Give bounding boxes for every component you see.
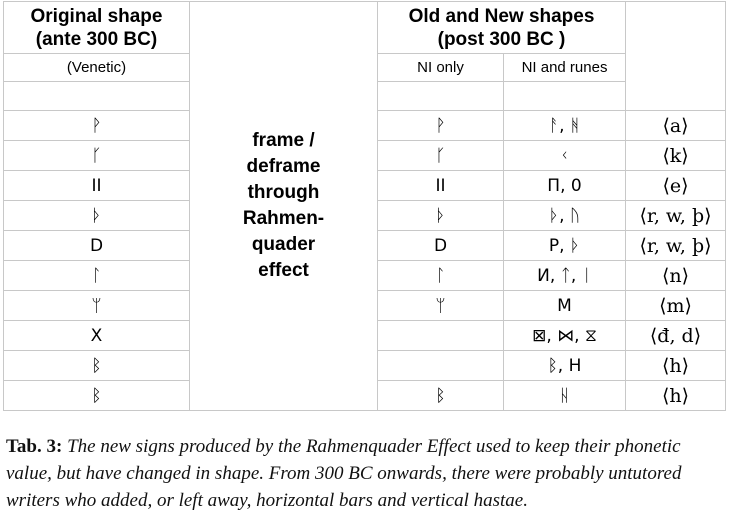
rune-shapes-table: Original shape (ante 300 BC) frame / def… <box>3 1 727 411</box>
spacer-cell <box>502 81 627 111</box>
phonetic-value-cell: ⟨r, w, þ⟩ <box>625 230 727 261</box>
spacer-cell <box>377 81 504 111</box>
spacer-cell <box>3 81 190 111</box>
table-row: X ⊠, ⋈, ⧖ ⟨đ, d⟩ <box>3 320 727 351</box>
phonetic-value-cell: ⟨k⟩ <box>625 140 727 171</box>
ni-only-cell <box>377 320 504 351</box>
phonetic-value-cell: ⟨h⟩ <box>625 380 727 411</box>
ni-and-runes-cell: П, 0 <box>502 170 627 201</box>
ni-only-cell: ᚴ <box>377 140 504 171</box>
table-row: ᚦ ᚦ ᚦ, ᚢ ⟨r, w, þ⟩ <box>3 200 727 231</box>
ni-only-cell: ᛘ <box>377 290 504 321</box>
original-shape-cell: D <box>3 230 190 261</box>
ni-and-runes-cell: ⊠, ⋈, ⧖ <box>502 320 627 351</box>
effect-line: effect <box>258 260 309 281</box>
header-venetic: (Venetic) <box>3 53 190 82</box>
header-original-period: (ante 300 BC) <box>35 28 158 50</box>
original-shape-cell: ᛚ <box>3 260 190 291</box>
table-row: ᛚ ᛚ И, ᛏ, ᛁ ⟨n⟩ <box>3 260 727 291</box>
ni-and-runes-cell: ᚦ, ᚢ <box>502 200 627 231</box>
table-row: ᛒ ᛒ ᚺ ⟨h⟩ <box>3 380 727 411</box>
header-old-new-title: Old and New shapes <box>408 5 595 27</box>
ni-and-runes-cell: И, ᛏ, ᛁ <box>502 260 627 291</box>
ni-only-cell: II <box>377 170 504 201</box>
phonetic-value-cell: ⟨r, w, þ⟩ <box>625 200 727 231</box>
original-shape-cell: ᚴ <box>3 140 190 171</box>
ni-only-cell: ᚹ <box>377 110 504 141</box>
effect-line: through <box>247 182 320 203</box>
header-ni-and-runes: NI and runes <box>502 53 627 82</box>
ni-only-cell <box>377 350 504 381</box>
table-caption: Tab. 3: The new signs produced by the Ra… <box>6 433 728 514</box>
ni-only-cell: ᛚ <box>377 260 504 291</box>
ni-and-runes-cell: P, ᚦ <box>502 230 627 261</box>
phonetic-value-cell: ⟨a⟩ <box>625 110 727 141</box>
caption-text: The new signs produced by the Rahmenquad… <box>6 436 682 511</box>
ni-only-cell: ᛒ <box>377 380 504 411</box>
ni-and-runes-cell: ᚲ <box>502 140 627 171</box>
ni-and-runes-cell: ᚺ <box>502 380 627 411</box>
phonetic-value-cell: ⟨đ, d⟩ <box>625 320 727 351</box>
ni-and-runes-cell: M <box>502 290 627 321</box>
ni-only-cell: D <box>377 230 504 261</box>
phonetic-value-cell: ⟨e⟩ <box>625 170 727 201</box>
header-old-new-shapes: Old and New shapes (post 300 BC ) <box>376 1 627 54</box>
original-shape-cell: ᛘ <box>3 290 190 321</box>
header-original-shape: Original shape (ante 300 BC) <box>3 1 190 54</box>
header-phonetic-empty <box>625 1 727 111</box>
effect-line: deframe <box>246 156 321 177</box>
original-shape-cell: ᛒ <box>3 380 190 411</box>
caption-label: Tab. 3: <box>6 436 63 457</box>
original-shape-cell: X <box>3 320 190 351</box>
phonetic-value-cell: ⟨m⟩ <box>625 290 727 321</box>
ni-and-runes-cell: ᛒ, H <box>502 350 627 381</box>
ni-and-runes-cell: ᚨ, ᚻ <box>502 110 627 141</box>
original-shape-cell: ᚹ <box>3 110 190 141</box>
table-row: ᛘ ᛘ M ⟨m⟩ <box>3 290 727 321</box>
effect-description-cell: frame / deframe through Rahmen- quader e… <box>189 1 378 411</box>
phonetic-value-cell: ⟨h⟩ <box>625 350 727 381</box>
header-ni-only: NI only <box>377 53 504 82</box>
phonetic-value-cell: ⟨n⟩ <box>625 260 727 291</box>
table-row: D D P, ᚦ ⟨r, w, þ⟩ <box>3 230 727 261</box>
effect-line: quader <box>251 234 316 255</box>
original-shape-cell: ᛒ <box>3 350 190 381</box>
header-old-new-period: (post 300 BC ) <box>437 28 566 50</box>
header-original-title: Original shape <box>30 5 163 27</box>
effect-line: Rahmen- <box>242 208 325 229</box>
effect-line: frame / <box>252 130 315 151</box>
ni-only-cell: ᚦ <box>377 200 504 231</box>
original-shape-cell: ᚦ <box>3 200 190 231</box>
original-shape-cell: II <box>3 170 190 201</box>
table-row: ᚴ ᚴ ᚲ ⟨k⟩ <box>3 140 727 171</box>
